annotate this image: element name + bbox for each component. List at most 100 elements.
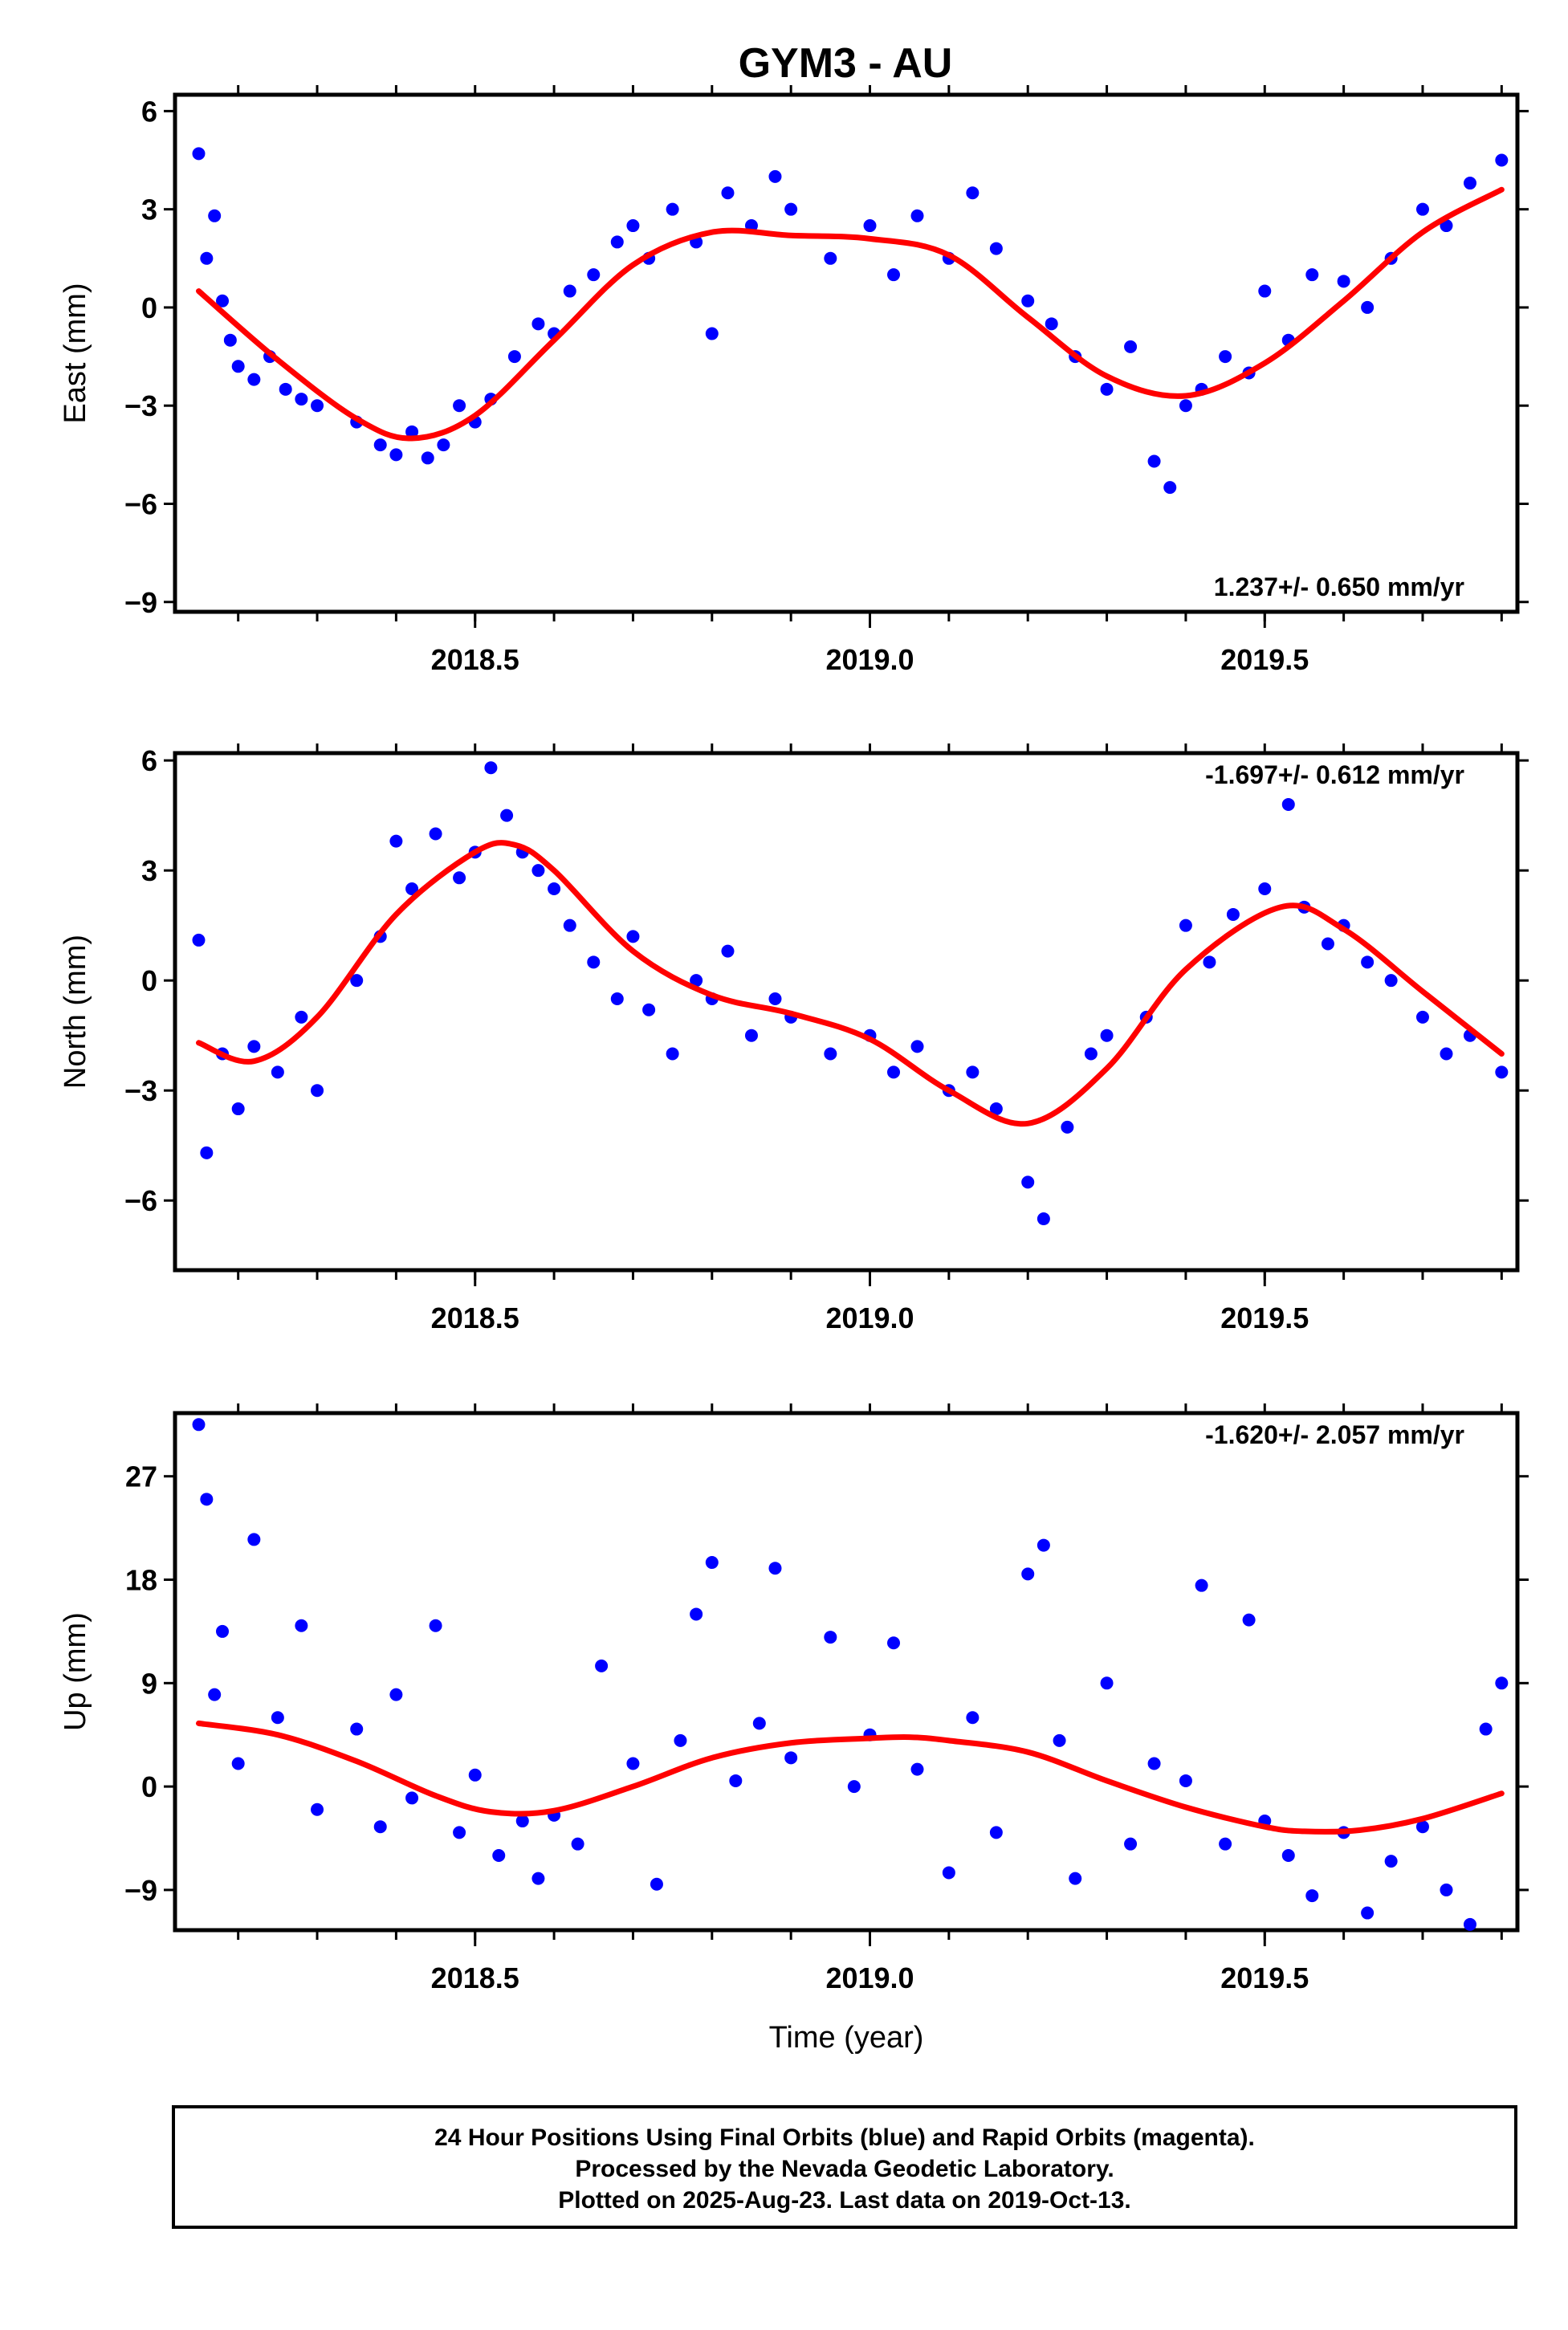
east-data-point xyxy=(1258,284,1272,298)
east-ytick-label: 3 xyxy=(141,193,157,226)
north-data-point xyxy=(1361,955,1375,969)
north-ytick-label: −3 xyxy=(124,1074,157,1107)
east-data-point xyxy=(531,317,545,331)
up-data-point xyxy=(910,1762,924,1776)
north-ytick-label: 3 xyxy=(141,854,157,887)
up-data-point xyxy=(1361,1906,1375,1920)
north-data-point xyxy=(887,1065,901,1079)
up-data-point xyxy=(492,1848,506,1862)
up-data-point xyxy=(729,1774,743,1787)
north-data-point xyxy=(200,1146,214,1159)
east-data-point xyxy=(507,350,521,364)
up-rate-label: -1.620+/- 2.057 mm/yr xyxy=(1205,1420,1464,1449)
east-data-point xyxy=(389,448,403,462)
up-data-point xyxy=(674,1733,687,1747)
north-data-point xyxy=(563,919,576,932)
up-data-point xyxy=(1479,1722,1493,1736)
east-data-point xyxy=(231,360,245,373)
east-data-point xyxy=(295,393,308,406)
up-data-point xyxy=(824,1631,837,1644)
east-data-point xyxy=(784,202,798,216)
east-ytick-label: 0 xyxy=(141,291,157,324)
north-plot-frame xyxy=(173,751,1520,1273)
up-data-point xyxy=(373,1820,387,1834)
north-ytick-label: 6 xyxy=(141,744,157,777)
footer-line-3: Plotted on 2025-Aug-23. Last data on 201… xyxy=(558,2187,1131,2214)
east-ytick-label: 6 xyxy=(141,95,157,128)
east-data-point xyxy=(192,147,206,161)
up-plot-frame xyxy=(173,1411,1520,1933)
north-data-point xyxy=(389,834,403,848)
north-data-point xyxy=(587,955,601,969)
east-panel: −9 −6 −3 0 3 6 2018.5 2019.0 2019.5 East (mm) 1.23… xyxy=(59,85,1529,676)
east-data-point xyxy=(247,373,261,386)
east-data-point xyxy=(989,242,1003,255)
up-data-point xyxy=(1179,1774,1192,1787)
east-data-point xyxy=(1179,399,1192,413)
up-data-point xyxy=(942,1866,955,1880)
north-data-point xyxy=(721,944,735,958)
north-data-point xyxy=(768,992,782,1006)
east-ytick-label: −3 xyxy=(124,389,157,422)
north-xtick-label: 2018.5 xyxy=(431,1301,519,1334)
up-data-point xyxy=(626,1757,640,1770)
up-data-point xyxy=(1037,1538,1050,1552)
east-data-point xyxy=(1045,317,1058,331)
east-data-point xyxy=(626,219,640,233)
north-data-point xyxy=(1021,1175,1035,1189)
east-data-point xyxy=(966,186,979,200)
up-data-point xyxy=(295,1619,308,1632)
east-data-point xyxy=(279,382,292,396)
north-data-point xyxy=(610,992,624,1006)
up-data-point xyxy=(1305,1889,1319,1903)
east-data-point xyxy=(721,186,735,200)
footer-line-2: Processed by the Nevada Geodetic Laborat… xyxy=(575,2156,1114,2182)
east-data-point xyxy=(1495,153,1509,167)
up-data-point xyxy=(453,1826,466,1839)
east-data-point xyxy=(910,209,924,222)
east-data-point xyxy=(1021,294,1035,308)
up-data-point xyxy=(1281,1848,1295,1862)
up-data-point xyxy=(1100,1676,1114,1690)
up-data-point xyxy=(571,1837,584,1851)
up-data-point xyxy=(1195,1578,1208,1592)
up-data-point xyxy=(247,1533,261,1546)
north-ytick-label: −6 xyxy=(124,1184,157,1217)
north-data-point xyxy=(548,882,561,895)
east-data-point xyxy=(705,327,719,340)
up-data-point xyxy=(847,1780,861,1794)
up-data-point xyxy=(389,1688,403,1701)
east-data-point xyxy=(1124,340,1138,353)
up-data-point xyxy=(405,1791,419,1805)
footer-frame xyxy=(172,2105,1517,2229)
north-ytick-label: 0 xyxy=(141,964,157,997)
east-ylabel: East (mm) xyxy=(59,283,92,423)
up-xtick-label: 2018.5 xyxy=(431,1961,519,1994)
up-data-point xyxy=(752,1717,766,1730)
north-data-point xyxy=(1100,1029,1114,1042)
up-ytick-label: 9 xyxy=(141,1667,157,1700)
north-data-point xyxy=(271,1065,284,1079)
up-xlabel: Time (year) xyxy=(769,2021,924,2055)
east-data-point xyxy=(1305,268,1319,282)
up-data-point xyxy=(768,1562,782,1575)
east-data-point xyxy=(587,268,601,282)
north-data-point xyxy=(1203,955,1216,969)
east-data-point xyxy=(1147,454,1161,468)
up-data-point xyxy=(1242,1613,1256,1627)
up-data-point xyxy=(350,1722,364,1736)
east-fit-curve xyxy=(196,186,1505,442)
north-data-point xyxy=(405,882,419,895)
north-data-point xyxy=(311,1084,324,1098)
north-data-point xyxy=(1321,937,1334,951)
north-data-point xyxy=(642,1003,656,1016)
east-xtick-label: 2019.0 xyxy=(825,643,914,676)
footer-line-1: 24 Hour Positions Using Final Orbits (bl… xyxy=(434,2124,1255,2151)
up-data-point xyxy=(231,1757,245,1770)
north-panel: −6 −3 0 3 6 2018.5 2019.0 2019.5 North (mm) -1.69… xyxy=(59,743,1529,1334)
north-data-point xyxy=(192,933,206,947)
north-data-point xyxy=(666,1047,679,1061)
up-xtick-label: 2019.0 xyxy=(825,1961,914,1994)
up-data-point xyxy=(271,1711,284,1725)
